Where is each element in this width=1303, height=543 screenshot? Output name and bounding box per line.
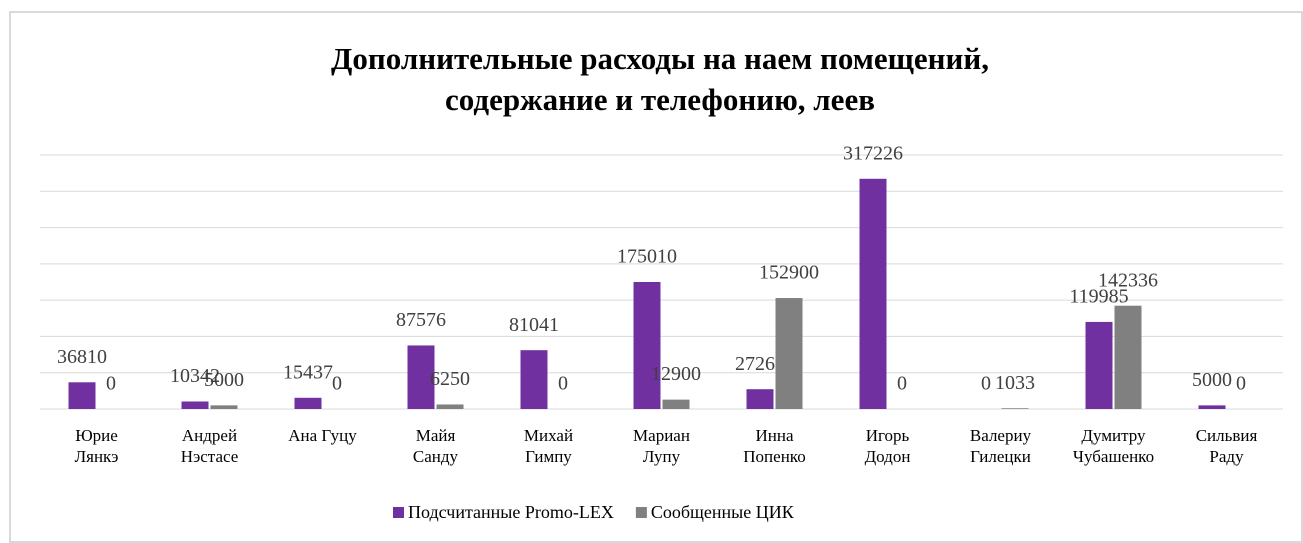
bar	[210, 405, 238, 409]
x-tick-label: Валериу Гилецки	[970, 426, 1032, 466]
data-label: 152900	[759, 262, 819, 284]
data-label: 119985	[1069, 286, 1128, 308]
legend-label: Сообщенные ЦИК	[651, 502, 795, 522]
bar	[662, 399, 690, 409]
chart-frame	[9, 11, 1303, 543]
x-tick-label: Инна Попенко	[743, 426, 805, 466]
legend-swatch	[393, 507, 404, 518]
x-tick-label: Андрей Нэстасе	[181, 426, 239, 466]
x-tick-label: Майя Санду	[413, 426, 459, 466]
x-tick-label: Думитру Чубашенко	[1073, 426, 1154, 466]
data-label: 87576	[396, 309, 446, 331]
data-label: 36810	[57, 346, 107, 368]
data-label: 0	[558, 373, 568, 395]
x-tick-label: Игорь Додон	[865, 426, 911, 466]
legend-label: Подсчитанные Promo-LEX	[408, 502, 614, 522]
data-label: 5000	[204, 369, 244, 391]
data-label: 0	[1236, 373, 1246, 395]
bar	[294, 397, 322, 409]
data-label: 175010	[617, 246, 677, 268]
bar	[633, 281, 661, 409]
data-label: 317226	[843, 142, 903, 164]
bar	[181, 401, 209, 409]
bar	[68, 382, 96, 409]
x-tick-label: Ана Гуцу	[288, 426, 357, 445]
bar	[746, 389, 774, 409]
x-tick-label: Юрие Лянкэ	[75, 426, 119, 466]
bar	[859, 178, 887, 409]
data-label: 0	[332, 373, 342, 395]
data-label: 12900	[651, 363, 701, 385]
data-label: 15437	[283, 361, 333, 383]
bar	[436, 404, 464, 409]
data-label: 0	[897, 373, 907, 395]
data-label: 142336	[1098, 269, 1158, 291]
bar	[1085, 321, 1113, 409]
bar	[1001, 408, 1029, 409]
bar	[1198, 405, 1226, 409]
chart-title: Дополнительные расходы на наем помещений…	[331, 41, 989, 117]
data-label: 0	[106, 373, 116, 395]
data-label: 5000	[1192, 369, 1232, 391]
data-label: 81041	[509, 314, 559, 336]
data-label: 6250	[430, 368, 470, 390]
data-label: 27262	[735, 353, 785, 375]
bar	[407, 345, 435, 409]
data-label: 10342	[170, 365, 220, 387]
bar	[520, 350, 548, 409]
legend-swatch	[635, 507, 647, 518]
data-label: 1033	[995, 372, 1035, 394]
bar	[775, 298, 803, 409]
bar	[1114, 305, 1142, 409]
x-tick-label: Сильвия Раду	[1196, 426, 1258, 466]
data-label: 0	[981, 373, 991, 395]
x-tick-label: Мариан Лупу	[633, 426, 690, 466]
x-tick-label: Михай Гимпу	[524, 426, 573, 466]
